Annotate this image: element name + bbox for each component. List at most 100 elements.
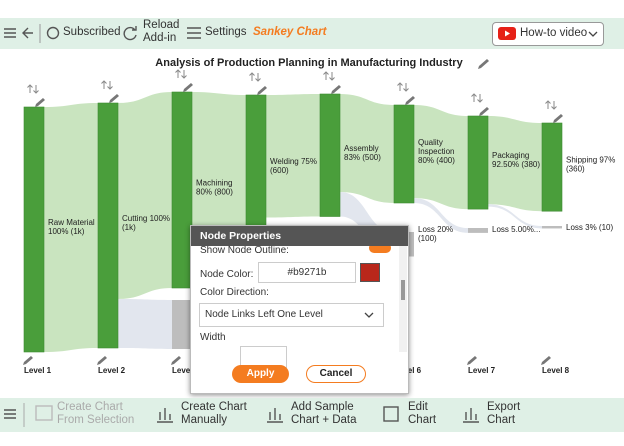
reload-line: Reload xyxy=(143,19,180,31)
reorder-icon[interactable] xyxy=(101,80,113,90)
node-label: Assembly 83% (500) xyxy=(344,144,381,162)
menu-icon[interactable] xyxy=(4,28,16,38)
settings[interactable]: Settings xyxy=(205,26,247,38)
node xyxy=(467,115,489,210)
back-icon[interactable] xyxy=(22,27,33,39)
label-line: Loss 20% xyxy=(418,225,453,234)
node-label: Cutting 100% (1k) xyxy=(122,214,170,232)
flow-link xyxy=(340,94,394,203)
node-label: Packaging 92.50% (380) xyxy=(492,151,540,169)
edit-node-icon[interactable] xyxy=(405,96,415,105)
level-label: Level 3 xyxy=(172,366,200,375)
edit-node-icon[interactable] xyxy=(479,107,489,116)
toolbar-action[interactable]: Create Chart Manually xyxy=(181,401,247,427)
label-line: Machining xyxy=(196,179,232,188)
toolbar-action[interactable]: Add Sample Chart + Data xyxy=(291,401,357,427)
label-line: Shipping 97% xyxy=(566,156,615,165)
reorder-icon[interactable] xyxy=(545,100,557,110)
reorder-icon[interactable] xyxy=(471,93,483,103)
reorder-icon[interactable] xyxy=(175,69,187,79)
flow-link xyxy=(414,105,468,210)
manual-icon xyxy=(157,408,173,423)
level-label: Level 8 xyxy=(542,366,570,375)
color-swatch[interactable] xyxy=(360,263,380,282)
edit-level-icon[interactable] xyxy=(467,356,477,365)
menu-icon[interactable] xyxy=(4,409,16,419)
subscribed[interactable]: Subscribed xyxy=(63,26,121,38)
node-color-label: Node Color: xyxy=(200,269,254,280)
edit-node-icon[interactable] xyxy=(183,83,193,92)
action-line: Export xyxy=(487,401,521,413)
flow-link xyxy=(488,116,542,212)
action-line: Manually xyxy=(181,414,228,426)
cancel-button[interactable]: Cancel xyxy=(306,365,366,383)
edit-level-icon[interactable] xyxy=(23,356,33,365)
label-line: Quality xyxy=(418,138,443,147)
reorder-icon[interactable] xyxy=(249,72,261,82)
flow-link xyxy=(44,103,98,352)
label-line: 80% (400) xyxy=(418,156,455,165)
reorder-icon[interactable] xyxy=(397,82,409,92)
edit-level-icon[interactable] xyxy=(97,356,107,365)
youtube-icon xyxy=(498,27,516,40)
scrollbar[interactable] xyxy=(399,246,407,352)
show-outline-label: Show Node Outline: xyxy=(200,246,289,256)
action-line: From Selection xyxy=(57,414,135,426)
loss-link xyxy=(488,204,542,229)
level-label: Level 2 xyxy=(98,366,126,375)
action-line: Chart xyxy=(408,414,437,426)
bottom-icons xyxy=(4,403,479,427)
label-line: (100) xyxy=(418,234,437,243)
label-line: Packaging xyxy=(492,151,529,160)
reload-add-in[interactable]: Reload Add-in xyxy=(143,19,179,45)
scroll-thumb[interactable] xyxy=(401,280,405,300)
edit-node-icon[interactable] xyxy=(109,94,119,103)
reorder-icon[interactable] xyxy=(27,84,39,94)
outline-toggle[interactable] xyxy=(369,246,391,253)
toolbar-action[interactable]: Edit Chart xyxy=(408,401,436,427)
reorder-icon[interactable] xyxy=(323,71,335,81)
node-color-input[interactable]: #b9271b xyxy=(258,262,356,283)
node xyxy=(97,102,119,349)
node xyxy=(319,93,341,217)
subscribed-icon xyxy=(46,26,60,40)
edit-title-icon[interactable] xyxy=(478,59,489,69)
color-direction-value: Node Links Left One Level xyxy=(205,309,323,320)
video-button[interactable]: How-to video xyxy=(492,22,604,46)
edit-level-icon[interactable] xyxy=(171,356,181,365)
action-line: Chart + Data xyxy=(291,414,357,426)
apply-button[interactable]: Apply xyxy=(232,365,289,383)
links xyxy=(44,92,542,352)
from-selection-icon xyxy=(35,405,53,421)
action-line: Chart xyxy=(487,414,516,426)
top-toolbar: Subscribed Reload Add-in Settings Sankey … xyxy=(0,18,624,49)
action-line: Create Chart xyxy=(57,401,123,413)
node xyxy=(245,94,267,243)
color-direction-select[interactable]: Node Links Left One Level xyxy=(199,303,384,327)
toolbar-action: Create Chart From Selection xyxy=(57,401,134,427)
label-line: Loss 3% (10) xyxy=(566,223,613,232)
toolbar-action[interactable]: Export Chart xyxy=(487,401,520,427)
action-line: Edit xyxy=(408,401,428,413)
loss-label: Loss 3% (10) xyxy=(566,223,613,232)
level-label: Level 1 xyxy=(24,366,52,375)
label-line: Welding 75% xyxy=(270,157,317,166)
edit-level-icon[interactable] xyxy=(541,356,551,365)
sankey-chart: Analysis of Production Planning in Manuf… xyxy=(23,57,615,375)
flow-link xyxy=(118,92,172,299)
edit-node-icon[interactable] xyxy=(331,85,341,94)
edit-node-icon[interactable] xyxy=(257,86,267,95)
node xyxy=(171,91,193,289)
node xyxy=(393,104,415,204)
loss-label: Loss 5.00%... xyxy=(492,225,540,234)
label-line: (1k) xyxy=(122,223,136,232)
label-line: Assembly xyxy=(344,144,379,153)
edit-node-icon[interactable] xyxy=(553,114,563,123)
reload-line: Add-in xyxy=(143,32,177,44)
node xyxy=(541,122,563,212)
node-label: Quality Inspection 80% (400) xyxy=(418,138,455,165)
node-label: Machining 80% (800) xyxy=(196,179,233,197)
sample-icon xyxy=(267,408,283,423)
edit-node-icon[interactable] xyxy=(35,98,45,107)
label-line: Inspection xyxy=(418,147,454,156)
